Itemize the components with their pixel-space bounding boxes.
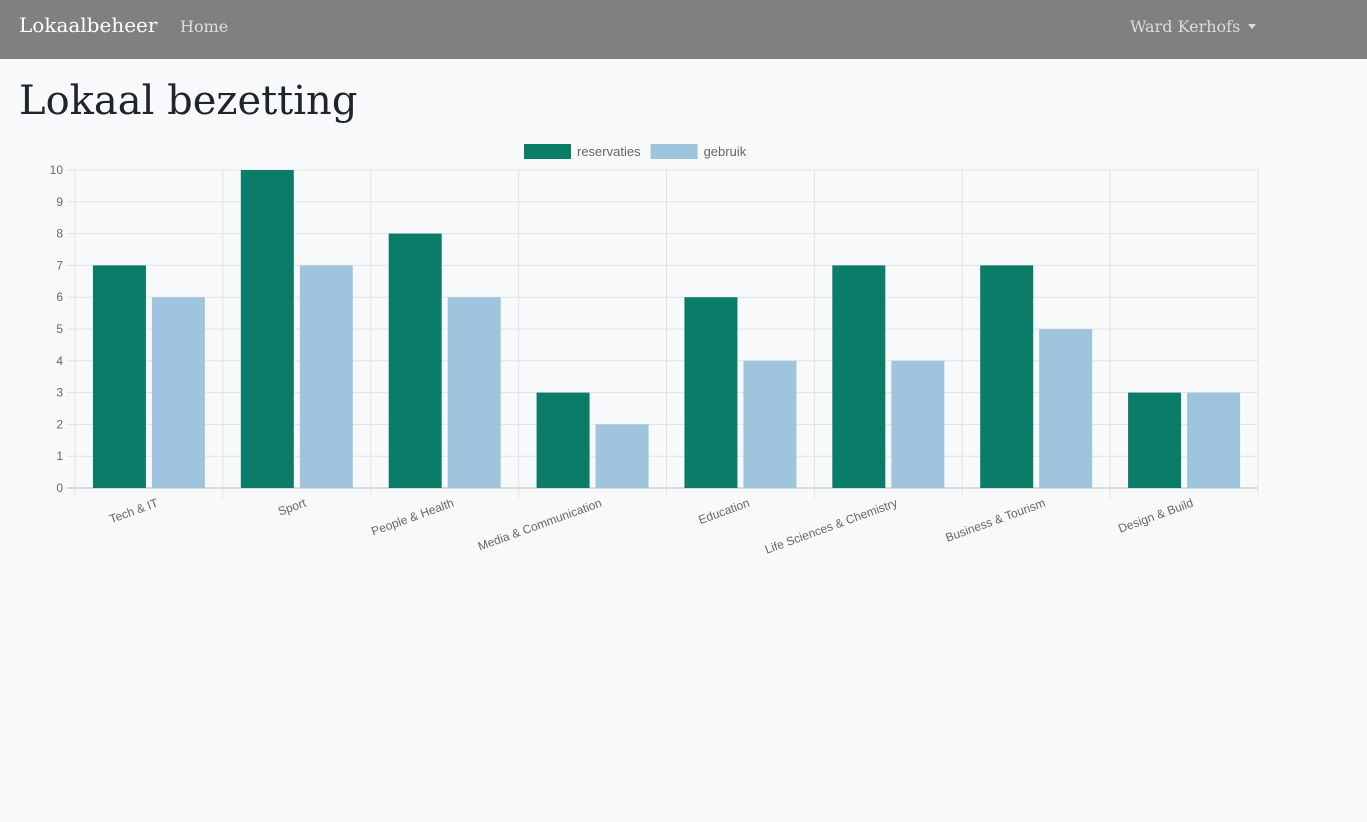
nav-home-link[interactable]: Home	[180, 17, 229, 36]
bar-reservaties	[536, 392, 590, 488]
bar-gebruik	[743, 360, 797, 488]
bar-gebruik	[1039, 329, 1093, 488]
user-name: Ward Kerhofs	[1130, 17, 1241, 36]
x-tick-label: People & Health	[369, 496, 455, 539]
x-tick-label: Sport	[276, 495, 308, 518]
y-tick-label: 10	[50, 163, 64, 177]
bar-reservaties	[92, 265, 146, 488]
y-tick-label: 7	[56, 258, 63, 272]
y-tick-label: 8	[56, 227, 63, 241]
y-tick-label: 2	[56, 417, 63, 431]
page-title: Lokaal bezetting	[19, 78, 358, 124]
user-dropdown[interactable]: Ward Kerhofs	[1130, 17, 1257, 36]
bar-reservaties	[240, 170, 294, 488]
bar-gebruik	[891, 360, 945, 488]
x-tick-label: Media & Communication	[476, 496, 604, 554]
x-tick-label: Life Sciences & Chemistry	[763, 496, 899, 557]
legend-swatch-reservaties	[524, 144, 571, 159]
bar-reservaties	[980, 265, 1034, 488]
x-tick-label: Design & Build	[1116, 496, 1195, 536]
bar-gebruik	[151, 297, 205, 488]
bar-chart: 0 1 2 3 4 5 6 7 8 9 10 Tech & IT Sport People & Healt…	[50, 144, 1259, 557]
bar-reservaties	[388, 233, 442, 488]
y-tick-label: 6	[56, 290, 63, 304]
y-tick-label: 4	[56, 354, 63, 368]
legend-label-gebruik: gebruik	[704, 144, 747, 159]
y-tick-label: 0	[56, 481, 63, 495]
bar-reservaties	[1128, 392, 1182, 488]
legend-swatch-gebruik	[650, 144, 698, 159]
x-tick-label: Tech & IT	[108, 495, 161, 526]
bar-gebruik	[595, 424, 649, 488]
caret-down-icon	[1248, 24, 1257, 29]
y-tick-label: 5	[56, 322, 63, 336]
bar-reservaties	[684, 297, 738, 488]
legend-label-reservaties: reservaties	[577, 144, 641, 159]
navbar: Lokaalbeheer Home Ward Kerhofs	[0, 0, 1367, 59]
brand-link[interactable]: Lokaalbeheer	[19, 13, 158, 37]
y-tick-label: 3	[56, 386, 63, 400]
bar-gebruik	[299, 265, 353, 488]
y-tick-label: 9	[56, 195, 63, 209]
y-tick-label: 1	[56, 449, 63, 463]
bar-reservaties	[832, 265, 886, 488]
bar-gebruik	[1187, 392, 1241, 488]
bar-gebruik	[447, 297, 501, 488]
x-tick-label: Education	[697, 496, 752, 527]
x-tick-label: Business & Tourism	[944, 496, 1048, 545]
